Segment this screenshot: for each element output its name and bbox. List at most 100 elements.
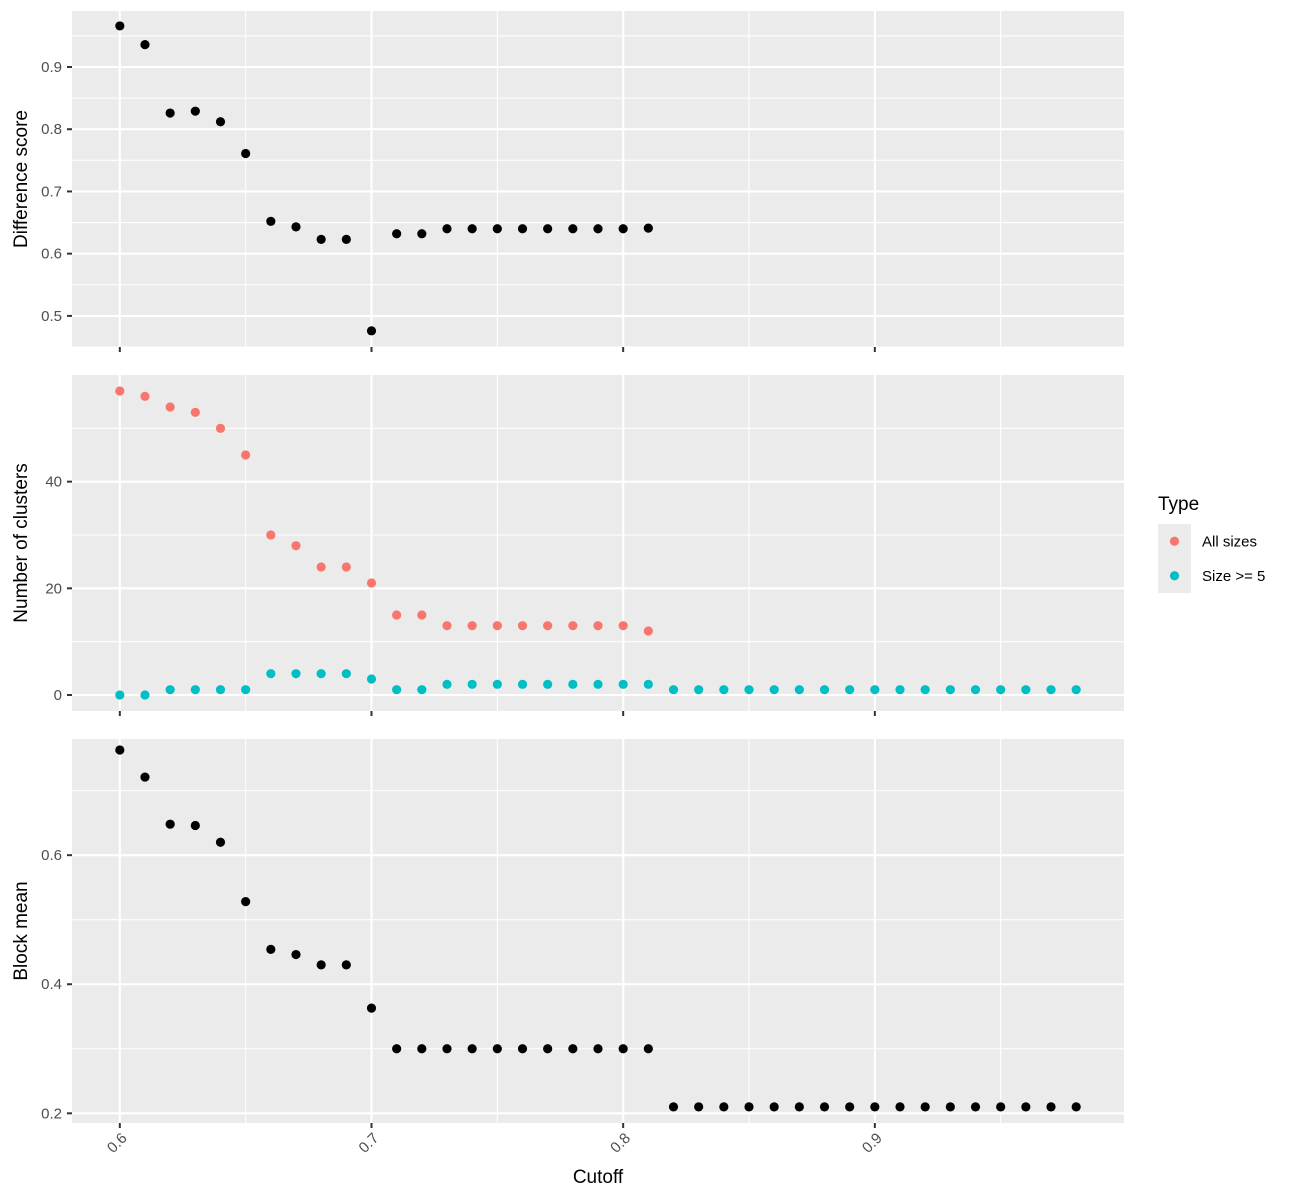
data-point-all-sizes — [492, 621, 502, 631]
data-point-difference — [517, 224, 528, 234]
data-point-difference — [316, 234, 326, 244]
x-tick-label: 0.7 — [356, 1130, 383, 1157]
data-point-block — [165, 819, 175, 829]
data-point-all-sizes — [341, 562, 351, 572]
data-point-all-sizes — [215, 423, 226, 433]
data-point-block — [769, 1102, 779, 1112]
data-point-all-sizes — [140, 391, 150, 401]
x-tick-label: 0.9 — [859, 1130, 886, 1157]
data-point-size-5 — [392, 685, 402, 695]
data-point-block — [442, 1044, 452, 1054]
data-point-all-sizes — [442, 621, 452, 631]
data-point-all-sizes — [618, 621, 628, 631]
data-point-block — [845, 1102, 855, 1112]
y-axis-title: Number of clusters — [11, 463, 32, 622]
data-point-all-sizes — [291, 541, 301, 551]
data-point-difference — [165, 108, 175, 118]
data-point-all-sizes — [165, 402, 175, 412]
panel-block: 0.2 0.4 0.6 Block mean — [11, 739, 1124, 1128]
data-point-block — [1071, 1102, 1081, 1112]
data-point-size-5 — [870, 685, 880, 695]
data-point-difference — [190, 106, 200, 116]
data-point-block — [517, 1044, 528, 1054]
data-point-block — [1046, 1102, 1056, 1112]
data-point-size-5 — [492, 679, 502, 689]
data-point-all-sizes — [241, 450, 251, 460]
data-point-size-5 — [241, 685, 251, 695]
data-point-size-5 — [266, 669, 276, 679]
data-point-size-5 — [694, 685, 704, 695]
legend-label: Size >= 5 — [1202, 568, 1265, 585]
data-point-block — [568, 1044, 578, 1054]
x-tick-label: 0.6 — [104, 1130, 131, 1157]
data-point-size-5 — [845, 685, 855, 695]
data-point-block — [870, 1102, 880, 1112]
data-point-all-sizes — [316, 562, 326, 572]
data-point-difference — [492, 224, 502, 234]
data-point-size-5 — [140, 690, 150, 700]
data-point-block — [668, 1102, 679, 1112]
data-point-size-5 — [517, 679, 528, 689]
data-point-block — [140, 772, 150, 782]
data-point-size-5 — [593, 679, 603, 689]
data-point-size-5 — [719, 685, 729, 695]
data-point-size-5 — [895, 685, 905, 695]
data-point-size-5 — [744, 685, 754, 695]
data-point-difference — [392, 229, 402, 239]
legend-key-point — [1169, 536, 1180, 546]
data-point-size-5 — [568, 679, 578, 689]
data-point-difference — [266, 216, 276, 226]
data-point-difference — [543, 224, 553, 234]
y-tick-label: 20 — [45, 580, 62, 597]
data-point-difference — [568, 224, 578, 234]
data-point-block — [593, 1044, 603, 1054]
y-axis-title: Block mean — [11, 881, 32, 980]
data-point-block — [618, 1044, 628, 1054]
data-point-difference — [341, 234, 351, 244]
data-point-block — [895, 1102, 905, 1112]
data-point-block — [215, 837, 226, 847]
data-point-all-sizes — [392, 610, 402, 620]
data-point-all-sizes — [543, 621, 553, 631]
data-point-size-5 — [1071, 685, 1081, 695]
y-tick-label: 0.5 — [41, 308, 62, 325]
data-point-difference — [442, 224, 452, 234]
data-point-difference — [291, 222, 301, 232]
y-tick-label: 0 — [54, 687, 62, 704]
data-point-block — [366, 1003, 377, 1013]
data-point-block — [341, 960, 351, 970]
data-point-block — [945, 1102, 955, 1112]
data-point-size-5 — [215, 685, 226, 695]
data-point-size-5 — [366, 674, 377, 684]
legend-label: All sizes — [1202, 534, 1257, 551]
data-point-difference — [643, 223, 653, 233]
data-point-size-5 — [819, 685, 830, 695]
data-point-block — [115, 745, 125, 755]
x-axis-title: Cutoff — [573, 1167, 624, 1188]
data-point-all-sizes — [568, 621, 578, 631]
data-point-block — [920, 1102, 930, 1112]
data-point-block — [543, 1044, 553, 1054]
data-point-all-sizes — [593, 621, 603, 631]
data-point-size-5 — [316, 669, 326, 679]
data-point-all-sizes — [190, 407, 200, 417]
data-point-size-5 — [442, 679, 452, 689]
legend-key-point — [1169, 571, 1180, 581]
data-point-difference — [467, 224, 477, 234]
y-tick-label: 0.9 — [41, 59, 62, 76]
y-tick-label: 0.6 — [41, 847, 62, 864]
data-point-size-5 — [190, 685, 200, 695]
data-point-all-sizes — [266, 530, 276, 540]
data-point-block — [970, 1102, 981, 1112]
data-point-size-5 — [543, 679, 553, 689]
data-point-size-5 — [945, 685, 955, 695]
data-point-difference — [115, 21, 125, 31]
panel-background — [72, 11, 1124, 347]
data-point-size-5 — [1046, 685, 1056, 695]
data-point-size-5 — [417, 685, 427, 695]
data-point-block — [190, 820, 200, 831]
data-point-size-5 — [920, 685, 930, 695]
panel-background — [72, 739, 1124, 1123]
data-point-all-sizes — [366, 578, 377, 588]
data-point-size-5 — [618, 679, 628, 689]
